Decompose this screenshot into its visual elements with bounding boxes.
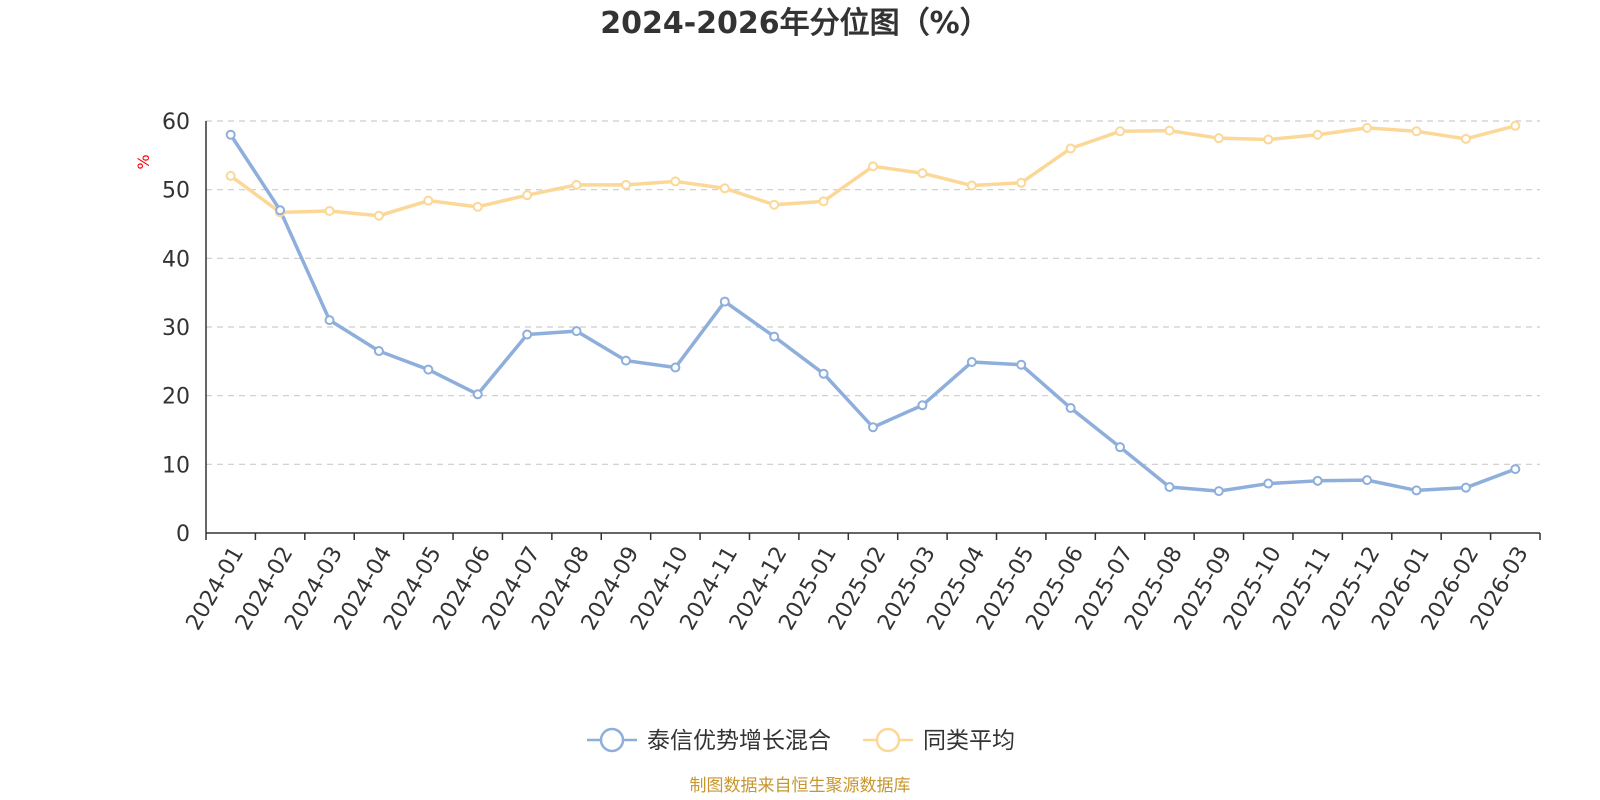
data-point[interactable] bbox=[1164, 481, 1175, 492]
data-point[interactable] bbox=[966, 357, 977, 368]
y-axis-label: % bbox=[134, 154, 153, 169]
legend[interactable]: 泰信优势增长混合 同类平均 bbox=[587, 727, 1015, 754]
data-point[interactable] bbox=[769, 331, 780, 342]
series-line-0 bbox=[229, 133, 1516, 493]
data-point[interactable] bbox=[818, 368, 829, 379]
data-point[interactable] bbox=[670, 176, 681, 187]
y-tick-label: 30 bbox=[162, 316, 190, 341]
data-point[interactable] bbox=[719, 296, 730, 307]
data-point[interactable] bbox=[1263, 134, 1274, 145]
data-point[interactable] bbox=[917, 400, 928, 411]
data-point[interactable] bbox=[472, 201, 483, 212]
data-point[interactable] bbox=[719, 183, 730, 194]
data-point[interactable] bbox=[1411, 485, 1422, 496]
data-point[interactable] bbox=[373, 346, 384, 357]
data-point[interactable] bbox=[1016, 359, 1027, 370]
data-point[interactable] bbox=[966, 180, 977, 191]
data-point[interactable] bbox=[1263, 478, 1274, 489]
y-tick-label: 20 bbox=[162, 385, 190, 410]
y-tick-label: 10 bbox=[162, 453, 190, 478]
source-note: 制图数据来自恒生聚源数据库 bbox=[690, 776, 911, 796]
data-point[interactable] bbox=[620, 355, 631, 366]
data-point[interactable] bbox=[522, 190, 533, 201]
y-tick-label: 50 bbox=[162, 179, 190, 204]
data-point[interactable] bbox=[1213, 486, 1224, 497]
data-point[interactable] bbox=[620, 179, 631, 190]
data-point[interactable] bbox=[769, 199, 780, 210]
grid-lines bbox=[206, 120, 1540, 465]
data-point[interactable] bbox=[225, 170, 236, 181]
data-point[interactable] bbox=[373, 210, 384, 221]
data-point[interactable] bbox=[571, 179, 582, 190]
legend-marker bbox=[875, 727, 901, 753]
chart-title: 2024-2026年分位图（%） bbox=[600, 6, 990, 41]
data-point[interactable] bbox=[571, 326, 582, 337]
data-point[interactable] bbox=[1362, 475, 1373, 486]
y-tick-label: 0 bbox=[176, 522, 190, 547]
series-points bbox=[225, 120, 1521, 497]
data-point[interactable] bbox=[324, 315, 335, 326]
y-tick-label: 60 bbox=[162, 110, 190, 135]
data-point[interactable] bbox=[1460, 133, 1471, 144]
data-point[interactable] bbox=[1460, 482, 1471, 493]
data-point[interactable] bbox=[1164, 125, 1175, 136]
data-point[interactable] bbox=[1362, 122, 1373, 133]
y-tick-label: 40 bbox=[162, 247, 190, 272]
data-point[interactable] bbox=[1115, 126, 1126, 137]
data-point[interactable] bbox=[1016, 177, 1027, 188]
data-point[interactable] bbox=[917, 168, 928, 179]
data-point[interactable] bbox=[818, 196, 829, 207]
legend-marker bbox=[599, 727, 625, 753]
data-point[interactable] bbox=[522, 329, 533, 340]
data-point[interactable] bbox=[670, 362, 681, 373]
y-tick-labels: 0 10 20 30 40 50 60 bbox=[162, 110, 190, 547]
legend-item-1[interactable]: 同类平均 bbox=[863, 727, 1015, 754]
legend-label: 泰信优势增长混合 bbox=[647, 728, 831, 754]
data-point[interactable] bbox=[1312, 129, 1323, 140]
x-tick-labels: 2024-012024-022024-032024-042024-052024-… bbox=[181, 543, 1533, 635]
data-point[interactable] bbox=[1510, 120, 1521, 131]
data-point[interactable] bbox=[1411, 126, 1422, 137]
axes bbox=[205, 121, 1541, 540]
data-point[interactable] bbox=[1213, 133, 1224, 144]
data-point[interactable] bbox=[1312, 475, 1323, 486]
series-lines bbox=[229, 124, 1516, 493]
data-point[interactable] bbox=[868, 161, 878, 172]
data-point[interactable] bbox=[472, 389, 483, 400]
data-point[interactable] bbox=[324, 205, 335, 216]
data-point[interactable] bbox=[1115, 442, 1126, 453]
data-point[interactable] bbox=[423, 195, 434, 206]
data-point[interactable] bbox=[1065, 143, 1076, 154]
data-point[interactable] bbox=[423, 364, 434, 375]
data-point[interactable] bbox=[275, 205, 286, 216]
legend-label: 同类平均 bbox=[923, 728, 1015, 754]
data-point[interactable] bbox=[225, 129, 236, 140]
data-point[interactable] bbox=[868, 422, 878, 433]
data-point[interactable] bbox=[1510, 464, 1521, 475]
data-point[interactable] bbox=[1065, 403, 1076, 414]
legend-item-0[interactable]: 泰信优势增长混合 bbox=[587, 727, 831, 754]
